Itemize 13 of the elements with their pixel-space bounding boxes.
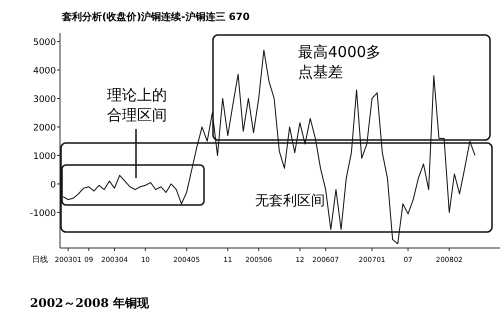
annotation: 无套利区间 bbox=[255, 193, 325, 209]
chart-title: 套利分析(收盘价)沪铜连续-沪铜连三 670 bbox=[61, 11, 250, 23]
text: 2002～2008 年铜现 bbox=[30, 296, 150, 310]
annotation: 最高4000多点基差 bbox=[298, 43, 382, 81]
y-tick-label: 0 bbox=[50, 180, 56, 190]
annotation: 理论上的合理区间 bbox=[107, 86, 167, 124]
y-tick-label: 2000 bbox=[33, 123, 56, 134]
x-axis-title: 日线 bbox=[32, 255, 48, 264]
y-tick-label: 3000 bbox=[33, 94, 56, 105]
y-tick-label: 1000 bbox=[33, 152, 56, 162]
y-tick-label: 5000 bbox=[33, 38, 56, 48]
y-tick-label: 4000 bbox=[33, 66, 56, 77]
y-tick-label: -1000 bbox=[30, 208, 56, 219]
